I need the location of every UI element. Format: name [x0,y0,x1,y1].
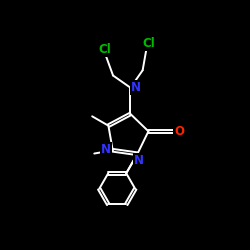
Text: N: N [131,81,141,94]
Text: Cl: Cl [98,43,111,56]
Text: N: N [134,154,144,167]
Text: N: N [101,142,111,156]
Text: O: O [174,125,184,138]
Text: Cl: Cl [142,36,155,50]
